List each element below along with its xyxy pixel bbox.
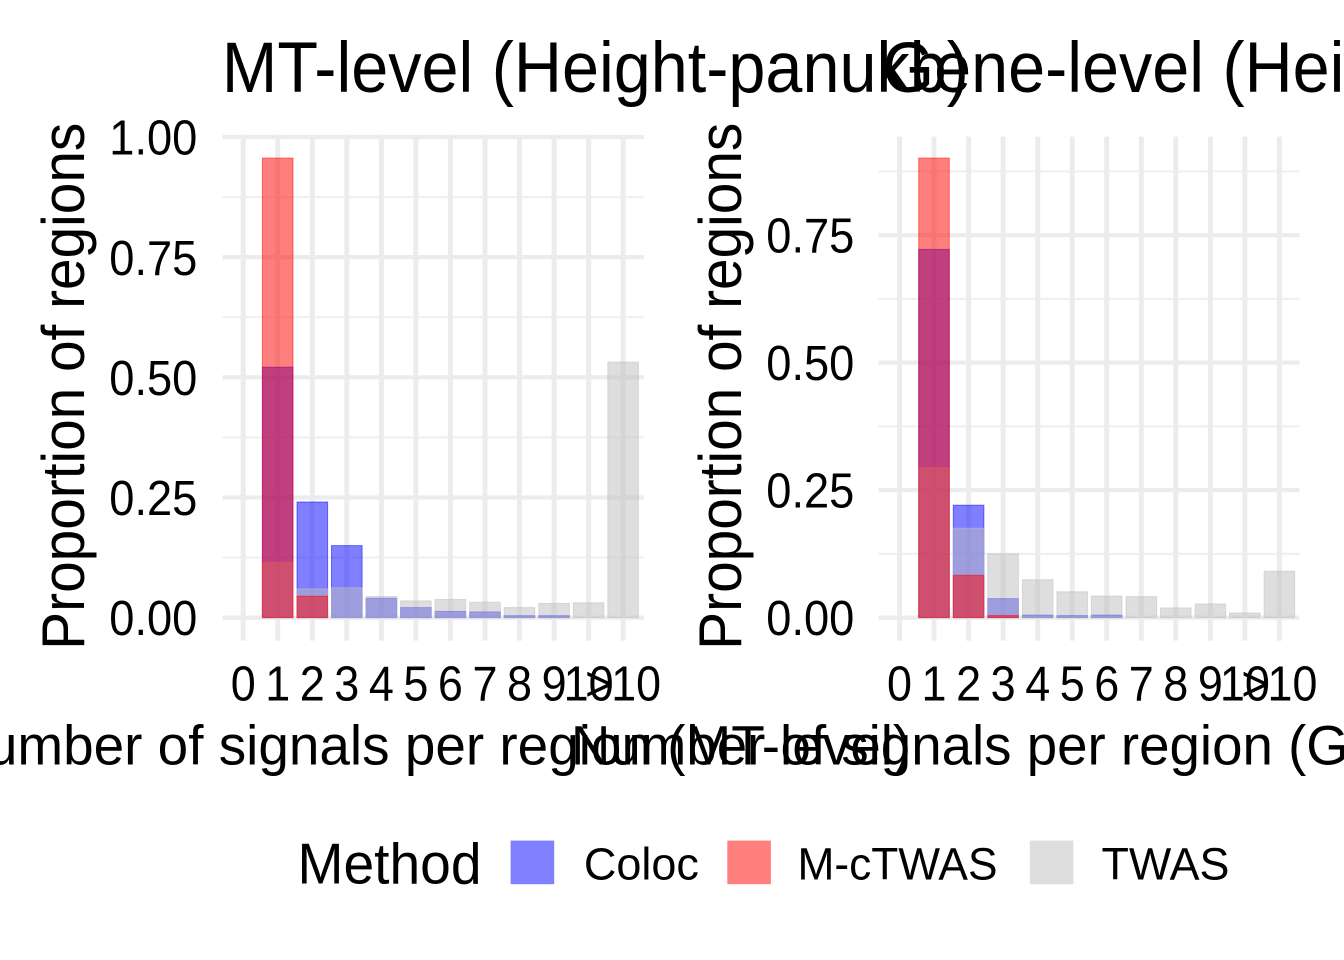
svg-text:Proportion of regions: Proportion of regions [687,123,754,650]
svg-text:0.00: 0.00 [766,592,854,646]
svg-text:1: 1 [265,658,290,712]
svg-text:0.50: 0.50 [109,352,197,406]
svg-text:>10: >10 [585,658,661,712]
svg-text:0.50: 0.50 [766,337,854,391]
svg-text:4: 4 [369,658,394,712]
svg-text:1: 1 [922,658,947,712]
svg-text:8: 8 [507,658,532,712]
svg-text:Proportion of regions: Proportion of regions [30,123,97,650]
svg-text:0: 0 [231,658,256,712]
svg-text:1.00: 1.00 [109,112,197,166]
svg-text:5: 5 [403,658,428,712]
svg-text:>10: >10 [1241,658,1317,712]
svg-text:3: 3 [991,658,1016,712]
svg-text:4: 4 [1025,658,1050,712]
svg-text:2: 2 [956,658,981,712]
svg-text:3: 3 [334,658,359,712]
svg-text:Number of signals per region (: Number of signals per region (MT-level) [0,714,911,777]
svg-text:0.25: 0.25 [766,465,854,519]
svg-text:0.25: 0.25 [109,472,197,526]
svg-text:2: 2 [300,658,325,712]
svg-text:Gene-level (Height-panukb): Gene-level (Height-panukb) [882,29,1344,108]
svg-text:5: 5 [1060,658,1085,712]
svg-text:10: 10 [564,658,614,712]
svg-text:Method: Method [298,833,482,897]
svg-text:MT-level (Height-panukb): MT-level (Height-panukb) [222,29,969,108]
svg-text:7: 7 [473,658,498,712]
svg-text:6: 6 [438,658,463,712]
svg-text:0.75: 0.75 [109,232,197,286]
svg-text:7: 7 [1129,658,1154,712]
svg-text:0.00: 0.00 [109,592,197,646]
svg-text:TWAS: TWAS [1102,839,1230,890]
svg-text:0: 0 [887,658,912,712]
svg-text:10: 10 [1220,658,1270,712]
svg-text:Coloc: Coloc [584,839,699,890]
svg-text:9: 9 [1198,658,1223,712]
svg-text:Number of signals per region (: Number of signals per region (Gene-level… [571,714,1344,777]
svg-text:8: 8 [1163,658,1188,712]
svg-text:6: 6 [1094,658,1119,712]
svg-text:M-cTWAS: M-cTWAS [798,839,998,890]
svg-text:9: 9 [542,658,567,712]
svg-text:0.75: 0.75 [766,210,854,264]
